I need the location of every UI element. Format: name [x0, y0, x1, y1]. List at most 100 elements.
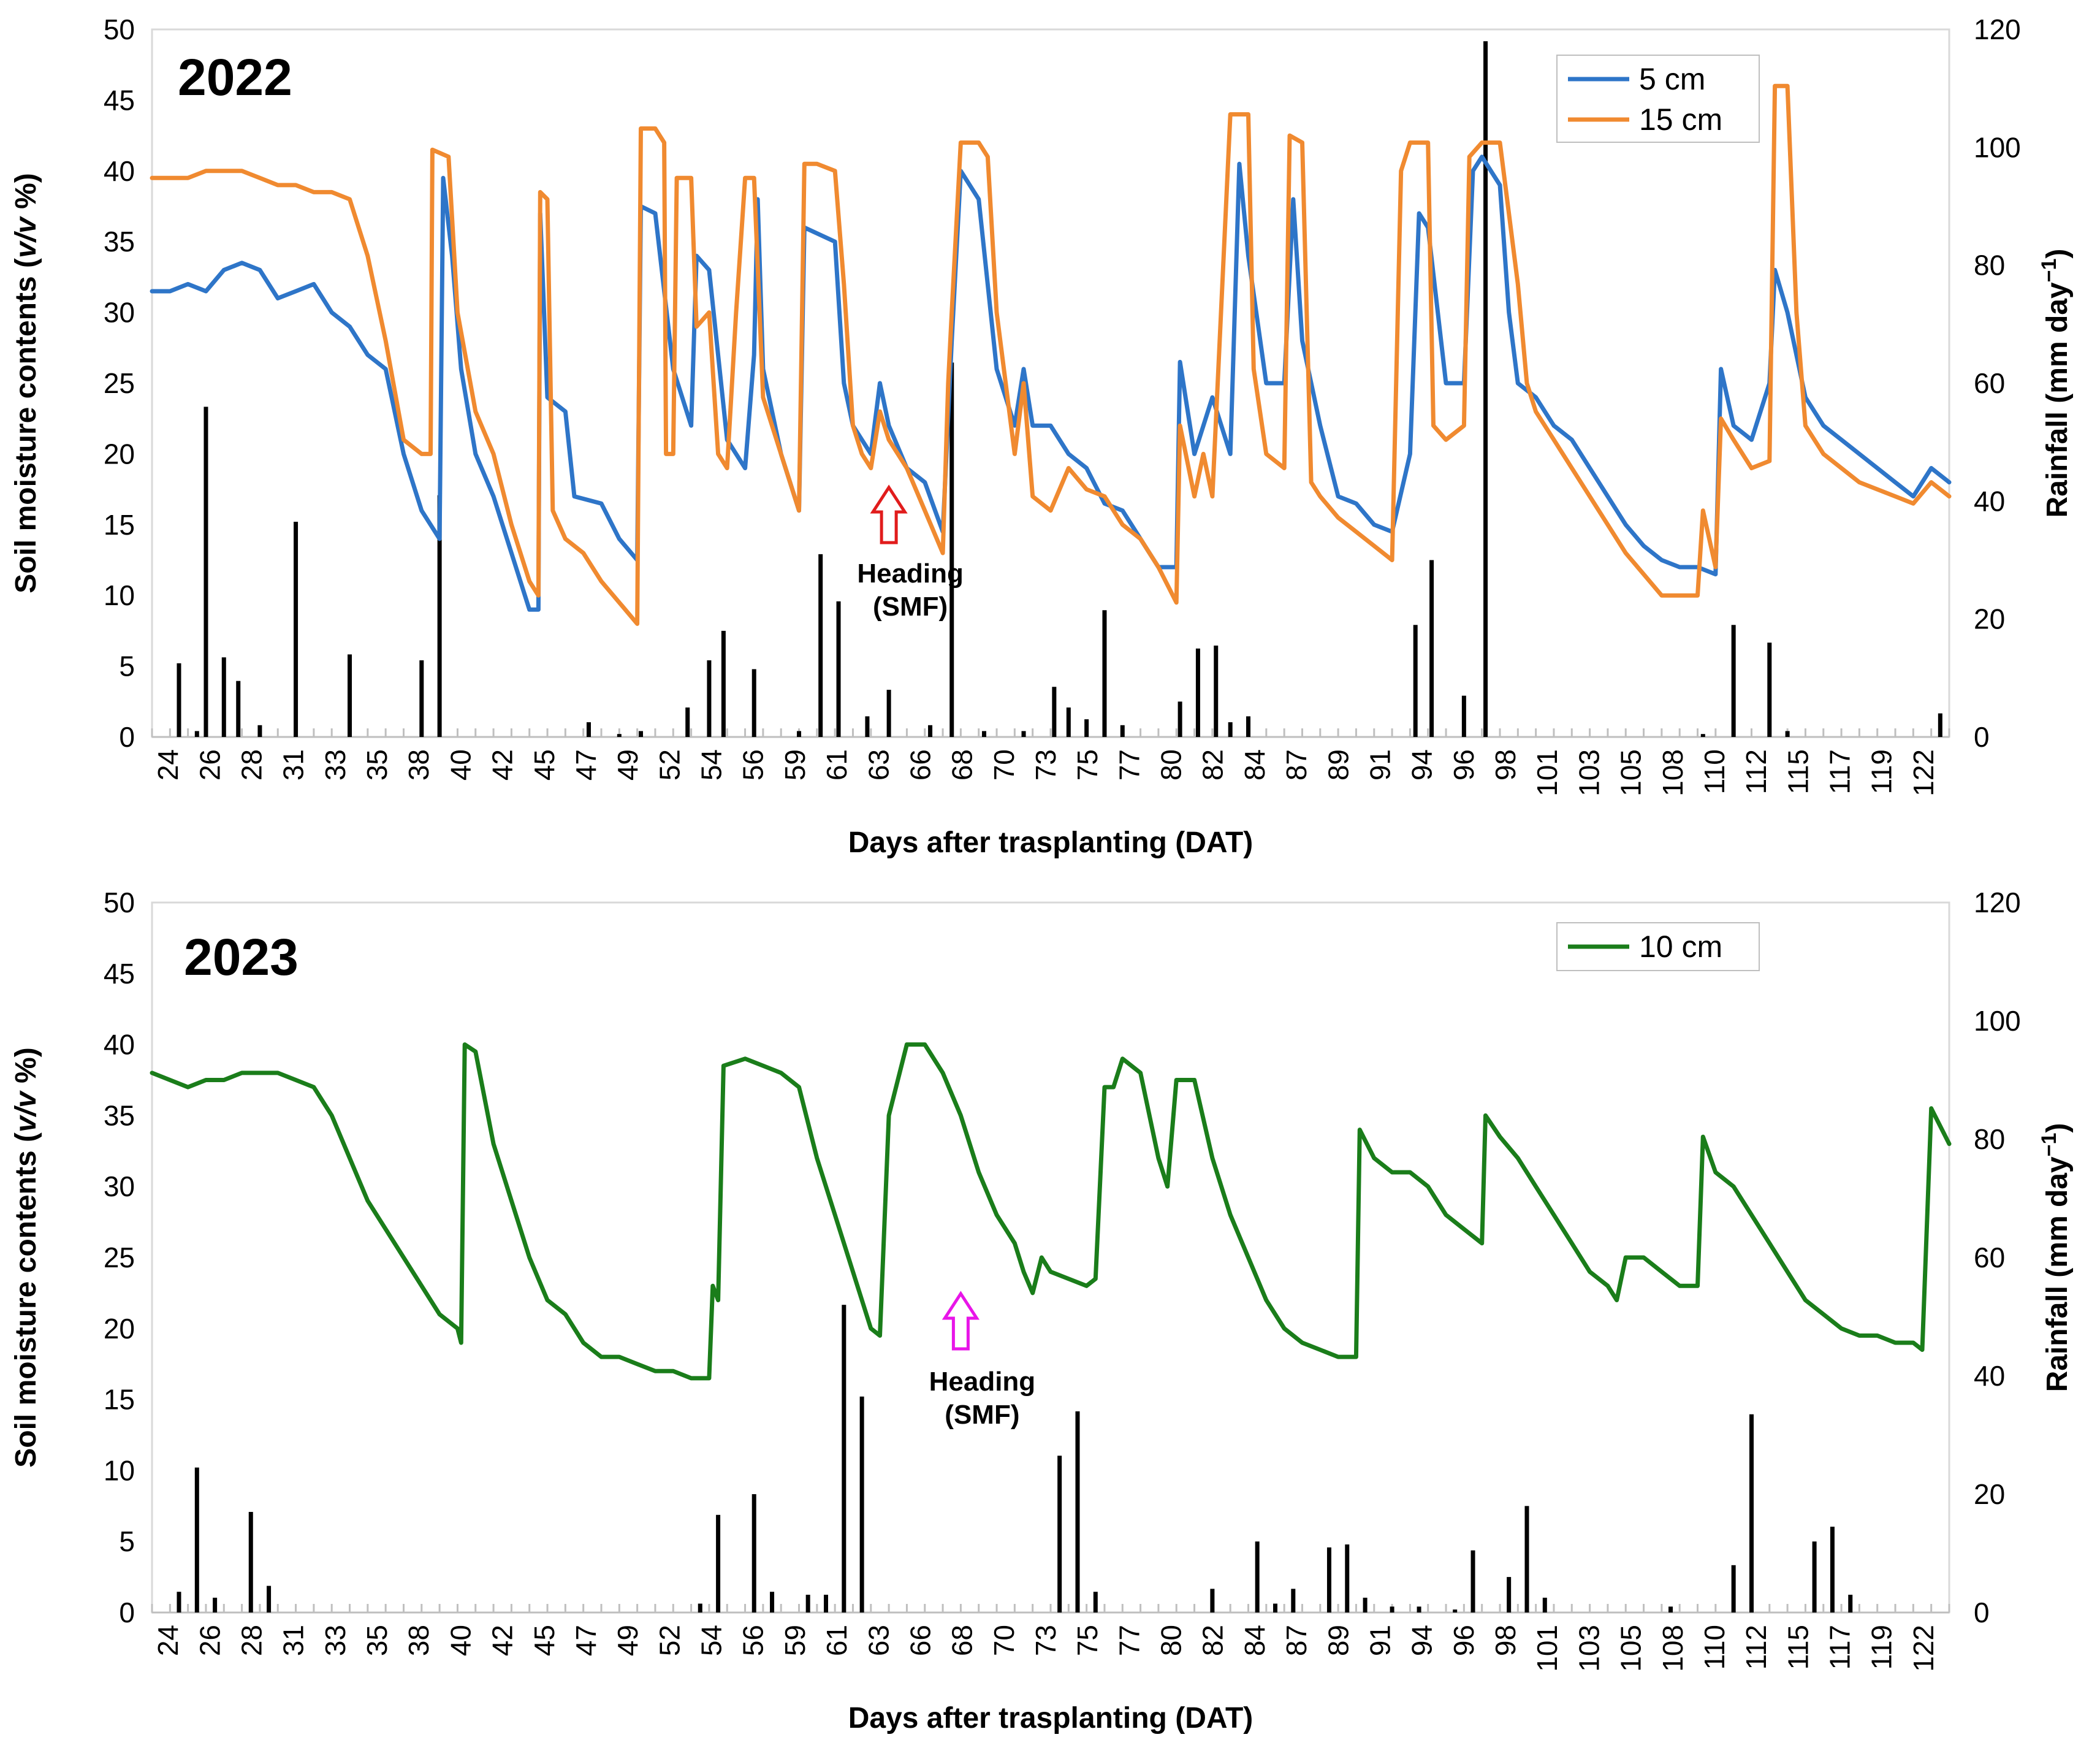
- rainfall-series: [177, 41, 1942, 738]
- y2-tick-label: 20: [1974, 1478, 2005, 1510]
- rainfall-bar: [707, 660, 712, 737]
- x-tick-label: 63: [862, 749, 894, 780]
- rainfall-bar: [1848, 1595, 1853, 1613]
- rainfall-bar: [1291, 1589, 1296, 1613]
- y-tick-label: 40: [104, 1029, 135, 1061]
- y-axis-title: Soil moisture contents (v/v %): [10, 173, 42, 593]
- x-tick-label: 122: [1908, 1625, 1939, 1672]
- rainfall-bar: [1075, 1411, 1080, 1613]
- x-tick-label: 94: [1406, 749, 1438, 780]
- rainfall-bar: [1785, 731, 1790, 737]
- rainfall-bar: [1461, 695, 1466, 737]
- rainfall-bar: [1483, 41, 1488, 738]
- y-axis-title-italic: v/v: [10, 1090, 42, 1132]
- x-tick-label: 84: [1239, 749, 1271, 780]
- rainfall-bar: [267, 1586, 272, 1613]
- rainfall-bar: [1413, 625, 1418, 737]
- y2-axis-title-sup: −1: [2037, 1133, 2061, 1157]
- x-tick-label: 91: [1364, 1625, 1396, 1656]
- y2-tick-label: 40: [1974, 485, 2005, 517]
- x-tick-label: 52: [653, 1625, 685, 1656]
- x-tick-label: 45: [528, 1625, 560, 1656]
- heading-annotation: Heading(SMF): [857, 484, 964, 622]
- chart-panel-2023: 0 5 10 15 20 25 30 35 40 45 50 0 20 40 60 80 100 120 24 26 2…: [10, 887, 2074, 1735]
- rainfall-bar: [248, 1511, 253, 1613]
- rainfall-bar: [1453, 1609, 1458, 1613]
- rainfall-bar: [1363, 1597, 1368, 1613]
- x-tick-label: 96: [1448, 1625, 1480, 1656]
- heading-sublabel: (SMF): [945, 1400, 1019, 1430]
- rainfall-bar: [1120, 725, 1125, 737]
- x-tick-label: 87: [1280, 1625, 1312, 1656]
- rainfall-bar: [194, 731, 199, 737]
- x-tick-label: 56: [737, 1625, 769, 1656]
- rainfall-bar: [805, 1595, 810, 1613]
- rainfall-bar: [1273, 1603, 1277, 1613]
- rainfall-bar: [1084, 719, 1089, 737]
- legend-label: 5 cm: [1639, 62, 1705, 96]
- x-tick-label: 40: [444, 749, 476, 780]
- x-tick-label: 54: [696, 749, 728, 780]
- y-tick-label: 10: [104, 579, 135, 611]
- y-tick-label: 10: [104, 1454, 135, 1486]
- rainfall-bar: [639, 731, 644, 737]
- rainfall-bar: [1938, 713, 1942, 737]
- rainfall-bar: [348, 654, 352, 737]
- x-tick-label: 101: [1531, 1625, 1563, 1672]
- rainfall-bar: [1210, 1589, 1215, 1613]
- x-tick-label: 70: [988, 1625, 1020, 1656]
- y2-axis-title-part: Rainfall (mm day: [2041, 282, 2074, 517]
- legend: 5 cm 15 cm: [1556, 55, 1760, 143]
- x-tick-label: 68: [946, 749, 978, 780]
- rainfall-bar: [1255, 1541, 1260, 1613]
- y-axis-title-part: Soil moisture contents (: [10, 258, 42, 593]
- y-axis-title-part: %): [10, 1047, 42, 1091]
- y-axis-title: Soil moisture contents (v/v %): [10, 1047, 42, 1467]
- rainfall-bar: [865, 716, 870, 737]
- rainfall-bar: [824, 1595, 828, 1613]
- x-tick-label: 24: [152, 749, 184, 780]
- x-tick-label: 119: [1866, 749, 1898, 794]
- x-tick-label: 110: [1699, 1625, 1730, 1670]
- rainfall-bar: [1326, 1547, 1331, 1613]
- chart-panel-2022: 0 5 10 15 20 25 30 35 40 45 50 0 20 40 60 80 100 120 24 26 2…: [10, 13, 2074, 859]
- rainfall-bar: [842, 1305, 846, 1613]
- rainfall-bar: [1021, 731, 1026, 737]
- y-tick-label: 20: [104, 1313, 135, 1345]
- x-tick-label: 31: [278, 1625, 310, 1656]
- y-tick-label: 35: [104, 1099, 135, 1131]
- y2-tick-label: 120: [1974, 13, 2021, 45]
- x-tick-label: 35: [361, 1625, 393, 1656]
- y-tick-label: 5: [119, 1525, 135, 1557]
- rainfall-bar: [1700, 734, 1705, 737]
- series-line-15cm: [150, 83, 1952, 626]
- heading-arrow-icon: [870, 484, 908, 544]
- y-tick-label: 25: [104, 1242, 135, 1273]
- x-tick-label: 42: [487, 1625, 519, 1656]
- heading-sublabel: (SMF): [873, 592, 948, 622]
- rainfall-bar: [1767, 643, 1772, 737]
- x-tick-label: 28: [235, 749, 267, 780]
- x-tick-label: 98: [1489, 1625, 1521, 1656]
- rainfall-bar: [586, 722, 591, 737]
- heading-label: Heading: [857, 559, 964, 589]
- rainfall-bar: [949, 362, 954, 737]
- y-tick-label: 35: [104, 226, 135, 258]
- x-tick-label: 33: [319, 1625, 351, 1656]
- rainfall-bar: [1470, 1550, 1475, 1613]
- x-tick-label: 84: [1239, 1625, 1271, 1656]
- x-tick-label: 42: [487, 749, 519, 780]
- x-tick-label: 80: [1155, 1625, 1187, 1656]
- x-tick-label: 112: [1740, 1625, 1772, 1670]
- rainfall-bar: [1542, 1597, 1547, 1613]
- x-tick-label: 117: [1824, 749, 1856, 794]
- series-line-10cm: [150, 1042, 1952, 1381]
- x-tick-label: 38: [403, 1625, 435, 1656]
- x-tick-label: 108: [1657, 1625, 1689, 1672]
- rainfall-bar: [236, 681, 241, 737]
- x-tick-label: 103: [1573, 1625, 1605, 1672]
- y-tick-label: 45: [104, 958, 135, 990]
- y-tick-label: 30: [104, 1170, 135, 1202]
- legend-box: [1556, 55, 1760, 143]
- y2-tick-label: 20: [1974, 603, 2005, 635]
